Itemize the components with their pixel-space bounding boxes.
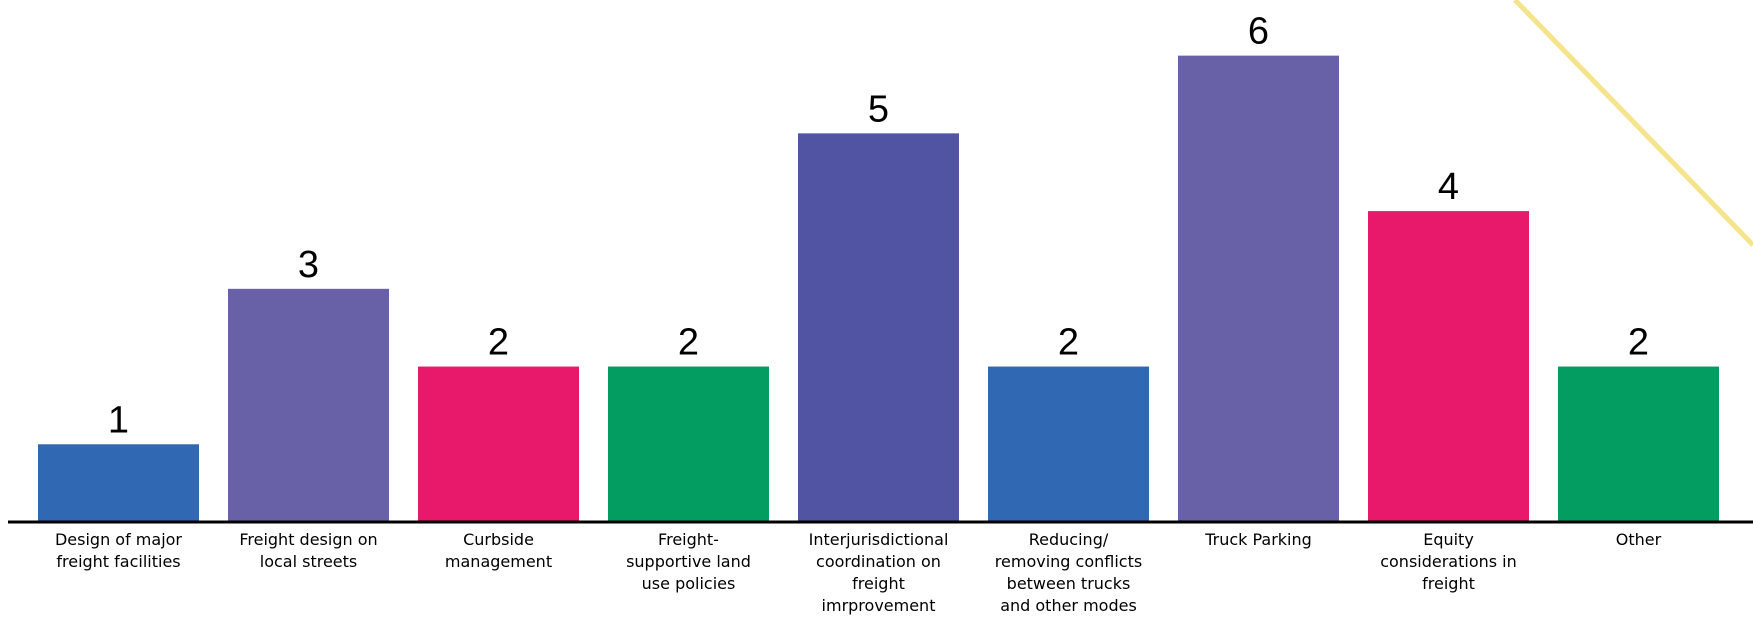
bar-3: [418, 366, 579, 522]
value-label-6: 2: [1058, 322, 1079, 364]
category-label-6: Reducing/removing conflicts between truck…: [995, 530, 1142, 615]
category-label-4: Freight-supportive land use policies: [626, 530, 751, 593]
bars-group: [38, 55, 1719, 523]
value-label-3: 2: [488, 322, 509, 364]
value-label-5: 5: [868, 88, 889, 130]
bar-1: [38, 444, 199, 522]
bar-7: [1178, 55, 1339, 523]
bar-5: [798, 133, 959, 522]
value-labels-group: 1 3 2 2 5 2 6 4 2: [108, 11, 1649, 442]
category-label-3: Curbside management: [445, 530, 552, 571]
value-label-4: 2: [678, 322, 699, 364]
category-label-2: Freight design on local streets: [239, 530, 377, 571]
category-label-7: Truck Parking: [1204, 530, 1312, 549]
category-label-1: Design of major freight facilities: [55, 530, 182, 571]
bar-8: [1368, 211, 1529, 522]
bar-9: [1558, 366, 1719, 522]
value-label-2: 3: [298, 244, 319, 286]
value-label-1: 1: [108, 399, 129, 441]
bar-4: [608, 366, 769, 522]
category-labels-group: Design of major freight facilities Freight…: [55, 530, 1662, 615]
bar-2: [228, 288, 389, 522]
value-label-8: 4: [1438, 166, 1459, 208]
bar-6: [988, 366, 1149, 522]
decorative-accent-line: [1513, 0, 1753, 247]
value-label-9: 2: [1628, 322, 1649, 364]
category-label-5: Interjurisdictional coordination on freigh…: [809, 530, 949, 615]
category-label-8: Equity considerations in freight: [1380, 530, 1517, 593]
category-label-9: Other: [1616, 530, 1662, 549]
value-label-7: 6: [1248, 11, 1269, 53]
